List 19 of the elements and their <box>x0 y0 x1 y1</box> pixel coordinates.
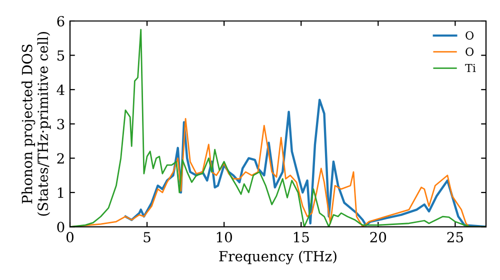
y-tick-label: 6 <box>57 16 64 26</box>
y-tick-label: 1 <box>58 187 64 198</box>
y-tick-label: 0 <box>57 222 64 232</box>
y-axis-title: Phonon projected DOS (States/THz·primitive cell) <box>22 32 51 216</box>
y-tick-label: 5 <box>57 50 64 61</box>
legend-label: O <box>466 48 474 56</box>
legend-label: O <box>466 31 474 40</box>
x-tick-label: 0 <box>66 232 74 242</box>
y-tick-label: 3 <box>57 118 64 130</box>
line-series <box>124 98 486 227</box>
x-tick-label: 20 <box>370 232 386 242</box>
x-tick-label: 15 <box>294 232 309 242</box>
x-tick-label: 25 <box>447 232 463 242</box>
y-tick-label: 2 <box>57 153 64 164</box>
legend-label: Ti <box>465 64 476 72</box>
y-tick-label: 4 <box>56 84 64 95</box>
x-tick-label: 10 <box>216 232 232 242</box>
x-tick-label: 5 <box>144 232 150 242</box>
x-axis-title: Frequency (THz) <box>219 250 336 264</box>
